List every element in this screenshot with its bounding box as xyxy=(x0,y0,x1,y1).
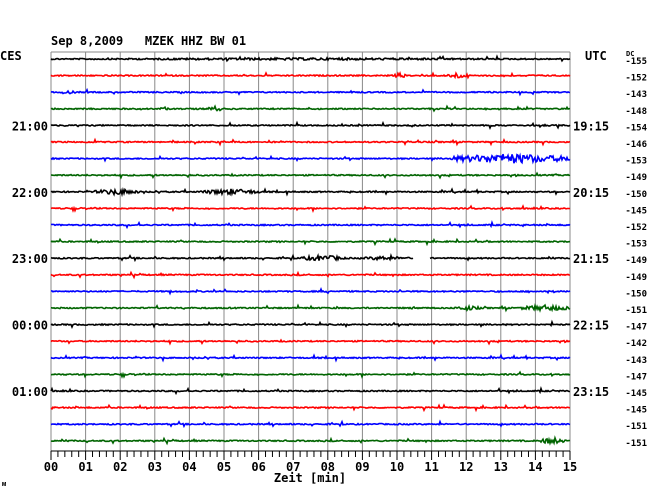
x-tick-label: 03 xyxy=(148,460,162,474)
x-tick-label: 09 xyxy=(355,460,369,474)
left-hour-label: 22:00 xyxy=(12,186,48,200)
trace-17 xyxy=(50,338,571,346)
trace-6 xyxy=(50,152,571,165)
trace-23 xyxy=(50,435,571,446)
left-hour-label: 21:00 xyxy=(12,119,48,133)
dc-value: -145 xyxy=(625,206,647,216)
x-tick-label: 12 xyxy=(459,460,473,474)
dc-value: -148 xyxy=(625,107,647,117)
dc-label: DC xyxy=(626,50,634,58)
left-hour-label: 23:00 xyxy=(12,252,48,266)
trace-8 xyxy=(50,187,571,198)
trace-9 xyxy=(50,204,571,213)
right-hour-label: 22:15 xyxy=(573,319,609,333)
trace-4 xyxy=(50,120,571,130)
left-hour-label: 00:00 xyxy=(12,319,48,333)
dc-value: -146 xyxy=(625,140,647,150)
dc-value: -149 xyxy=(625,173,647,183)
footer-mark: ᴍ xyxy=(2,480,6,488)
x-tick-label: 05 xyxy=(217,460,231,474)
trace-0 xyxy=(50,54,571,63)
dc-value: -151 xyxy=(625,306,647,316)
dc-value: -153 xyxy=(625,157,647,167)
trace-18 xyxy=(50,353,571,363)
x-tick-label: 02 xyxy=(113,460,127,474)
trace-1 xyxy=(50,71,571,80)
dc-value: -147 xyxy=(625,323,647,333)
x-tick-label: 14 xyxy=(528,460,542,474)
x-tick-label: 07 xyxy=(286,460,300,474)
x-tick-label: 01 xyxy=(78,460,92,474)
trace-3 xyxy=(50,104,570,113)
dc-value: -145 xyxy=(625,406,647,416)
x-tick-label: 00 xyxy=(44,460,58,474)
dc-value: -142 xyxy=(625,339,647,349)
x-tick-label: 15 xyxy=(563,460,577,474)
trace-13 xyxy=(50,270,570,280)
dc-value: -151 xyxy=(625,439,647,449)
right-timezone-label: UTC xyxy=(585,49,607,63)
trace-21 xyxy=(50,403,570,413)
trace-11 xyxy=(50,237,571,247)
left-hour-label: 01:00 xyxy=(12,385,48,399)
dc-value: -147 xyxy=(625,372,647,382)
x-axis-label: Zeit [min] xyxy=(274,471,346,485)
trace-12 xyxy=(51,252,571,263)
x-axis: 00 01 02 03 04 05 06 07 08 09 10 11 12 13 14 15 xyxy=(44,450,577,474)
trace-10 xyxy=(50,220,571,230)
left-timezone-label: CES xyxy=(0,49,22,63)
traces xyxy=(50,54,571,446)
dc-value: -154 xyxy=(625,123,647,133)
dc-value: -151 xyxy=(625,422,647,432)
trace-16 xyxy=(50,319,571,330)
trace-7 xyxy=(51,171,571,180)
trace-2 xyxy=(50,87,571,97)
x-tick-label: 08 xyxy=(321,460,335,474)
trace-22 xyxy=(50,419,571,429)
grid xyxy=(50,51,571,451)
trace-14 xyxy=(51,287,571,296)
dc-value: -150 xyxy=(625,289,647,299)
dc-value: -149 xyxy=(625,273,647,283)
dc-value: -152 xyxy=(625,74,647,84)
trace-19 xyxy=(50,370,571,379)
dc-value: -145 xyxy=(625,389,647,399)
trace-5 xyxy=(50,137,571,147)
x-tick-label: 10 xyxy=(390,460,404,474)
chart-title: Sep 8,2009 MZEK HHZ BW 01 xyxy=(51,34,246,48)
row-labels: -155 -152 -143 -148 -154 -146 -153 -149 -150 -145… xyxy=(12,57,648,449)
dc-value: -143 xyxy=(625,90,647,100)
right-hour-label: 21:15 xyxy=(573,252,609,266)
right-hour-label: 23:15 xyxy=(573,385,609,399)
x-tick-label: 04 xyxy=(182,460,196,474)
dc-value: -153 xyxy=(625,240,647,250)
x-tick-label: 11 xyxy=(424,460,438,474)
x-tick-label: 06 xyxy=(251,460,265,474)
dc-value: -155 xyxy=(625,57,647,67)
dc-value: -150 xyxy=(625,190,647,200)
dc-value: -152 xyxy=(625,223,647,233)
right-hour-label: 19:15 xyxy=(573,119,609,133)
dc-value: -149 xyxy=(625,256,647,266)
trace-15 xyxy=(51,302,571,313)
dc-value: -143 xyxy=(625,356,647,366)
right-hour-label: 20:15 xyxy=(573,186,609,200)
x-tick-label: 13 xyxy=(494,460,508,474)
trace-20 xyxy=(50,386,570,396)
